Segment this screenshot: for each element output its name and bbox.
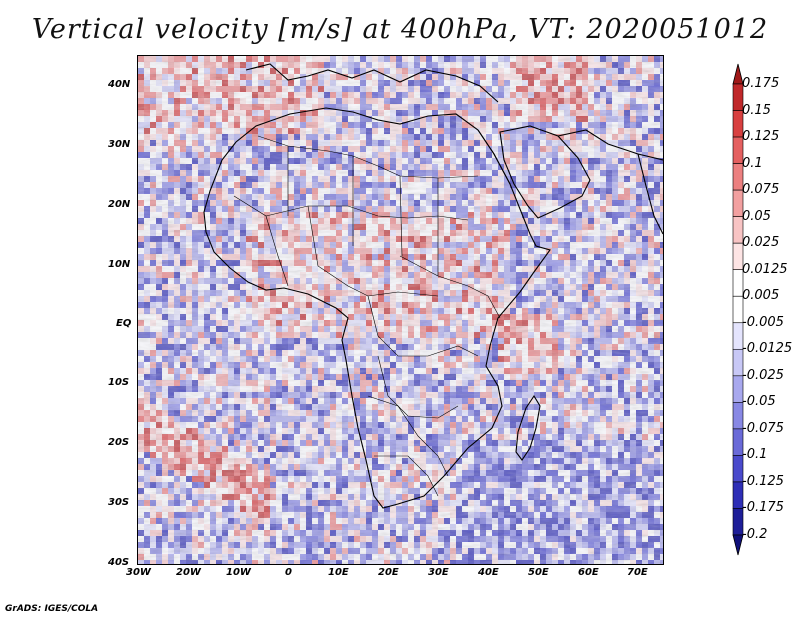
velocity-field-map (138, 56, 663, 564)
map-panel (137, 55, 664, 565)
chart-title: Vertical velocity [m/s] at 400hPa, VT: 2… (31, 14, 769, 45)
